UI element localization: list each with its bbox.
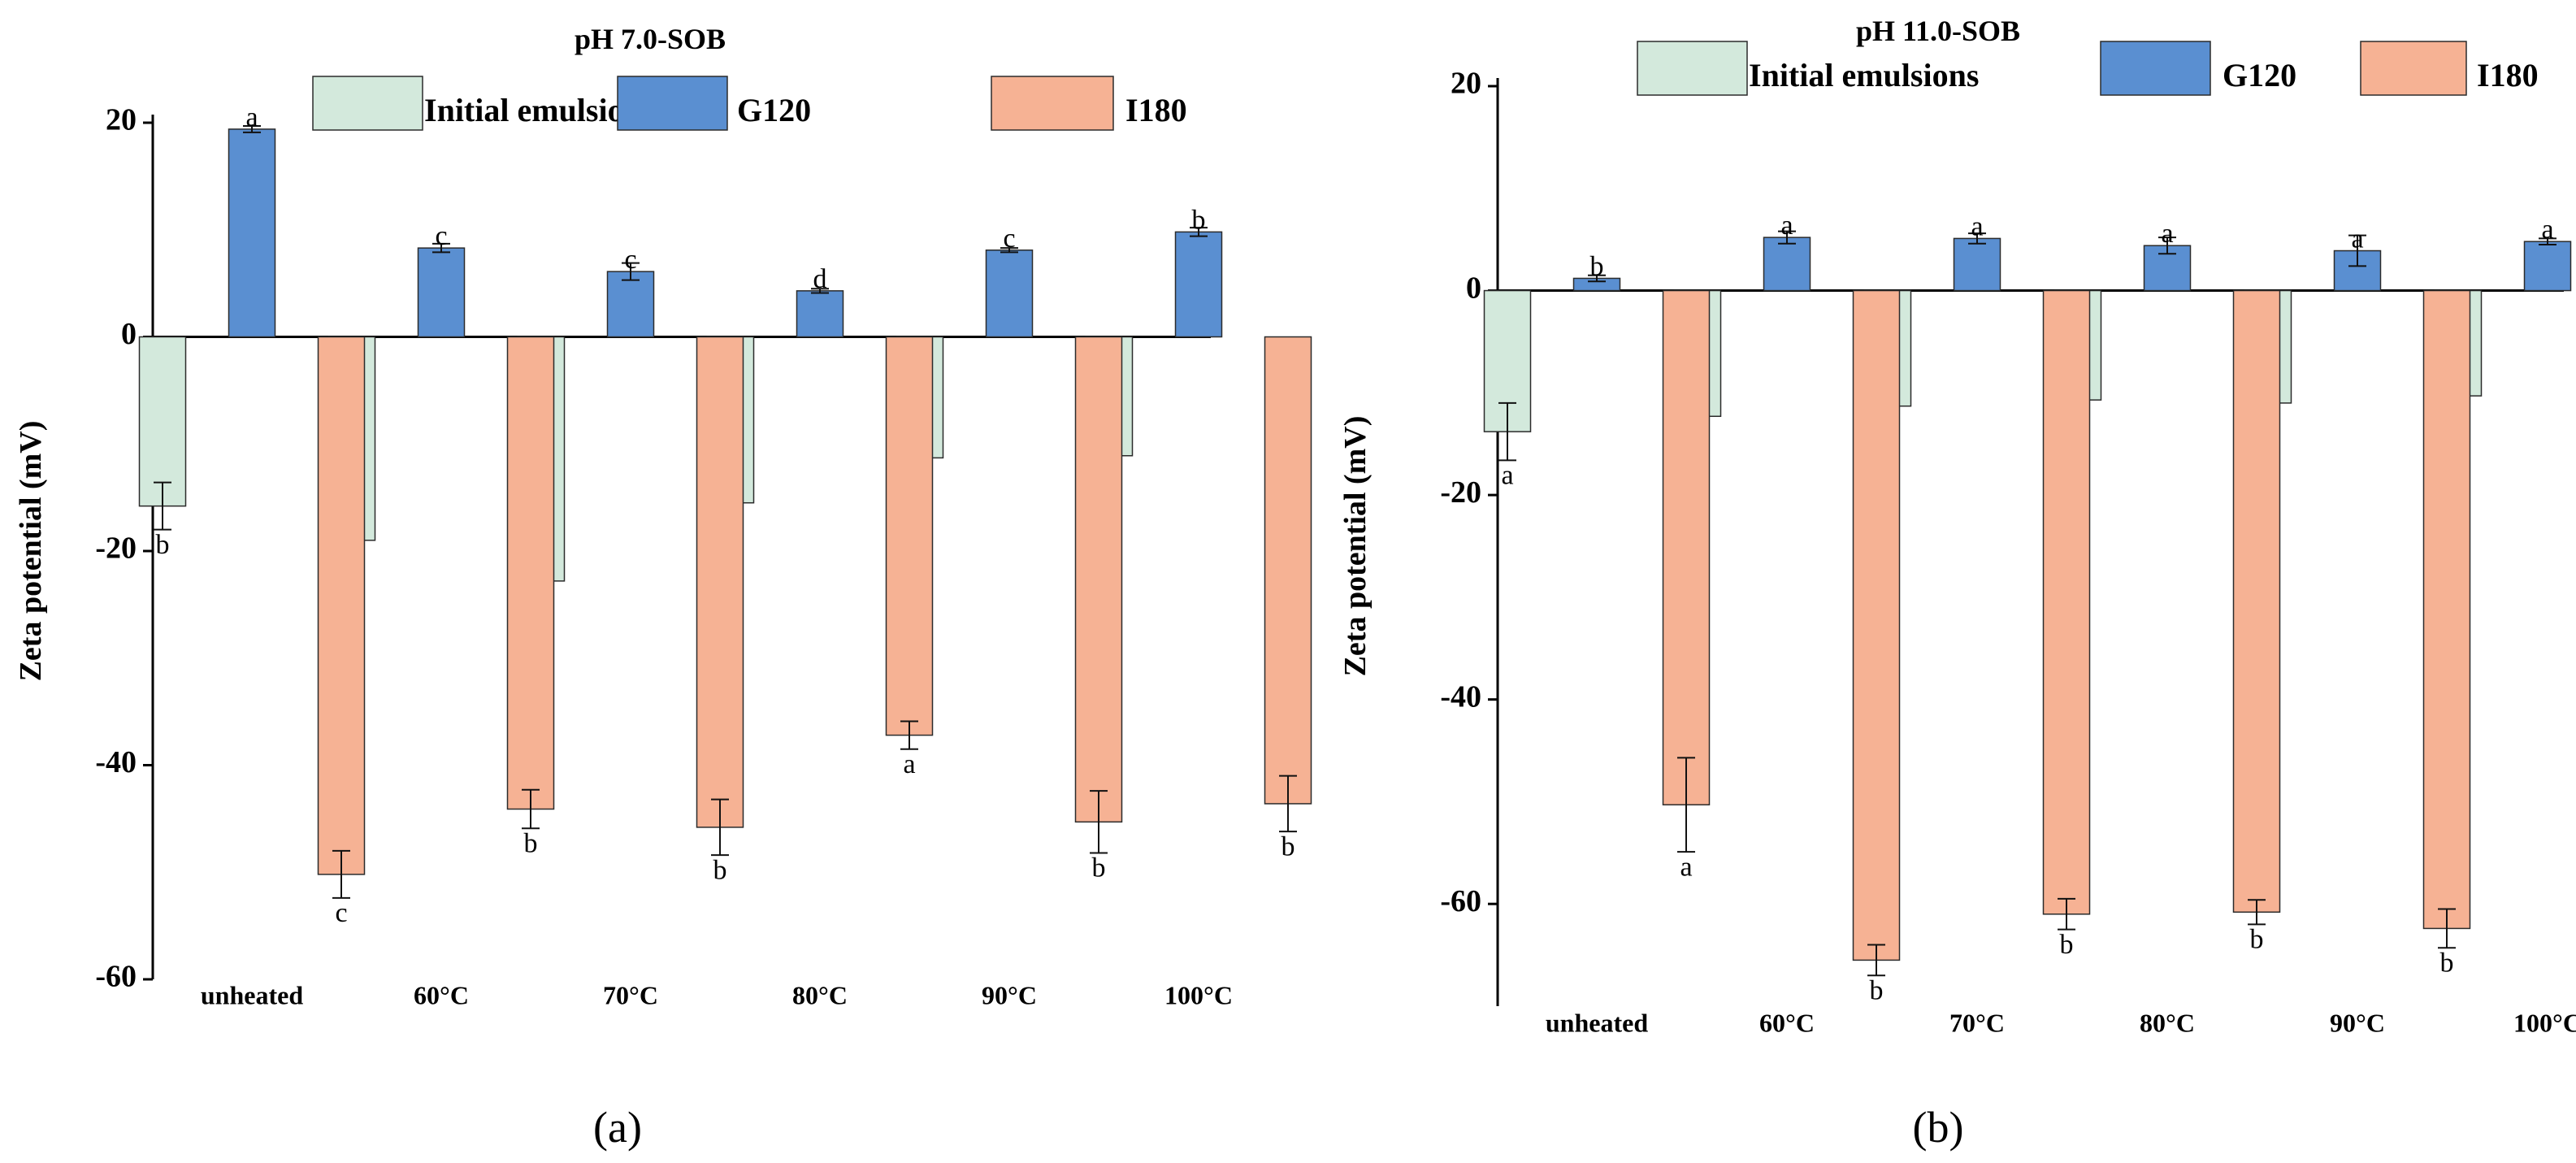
significance-letter: a (1971, 211, 1983, 241)
y-tick-label: 20 (106, 103, 137, 137)
legend-label: Initial emulsions (1749, 57, 1979, 93)
chart-panel-a: pH 7.0-SOB Initial emulsions G120 I180 20 0 -2… (14, 23, 1312, 1152)
significance-letter: b (1192, 205, 1206, 235)
bar (317, 336, 366, 875)
x-category-label: unheated (201, 980, 303, 1009)
y-tick-label: -60 (95, 960, 137, 994)
x-category-label: 100°C (2513, 1008, 2576, 1037)
x-category-label: 80°C (792, 980, 848, 1009)
x-category-label: 60°C (414, 980, 469, 1009)
x-category-label: unheated (1546, 1008, 1648, 1037)
bar (1763, 237, 1811, 292)
y-tick-label: -40 (95, 745, 137, 779)
chart-title: pH 7.0-SOB (575, 23, 726, 55)
legend-swatch (617, 76, 728, 131)
legend-swatch (312, 76, 423, 131)
x-category-label: 70°C (603, 980, 658, 1009)
significance-letter: c (1003, 223, 1015, 254)
significance-letter: b (2250, 925, 2264, 955)
legend-swatch (991, 76, 1114, 131)
panel-label: (a) (593, 1103, 642, 1152)
bar (885, 336, 934, 736)
bar (1264, 336, 1312, 805)
significance-letter: a (1501, 461, 1513, 491)
significance-letter: c (435, 221, 447, 251)
bar (138, 336, 187, 507)
bar (1074, 336, 1123, 823)
significance-letter: a (2351, 224, 2363, 254)
legend-label: Initial emulsions (424, 92, 654, 128)
bar (506, 336, 555, 810)
significance-letter: b (524, 828, 538, 858)
bar (796, 290, 844, 338)
legend-label: G120 (737, 92, 811, 128)
legend-label: I180 (1125, 92, 1187, 128)
significance-letter: a (903, 749, 915, 779)
significance-letter: b (156, 530, 170, 560)
significance-letter: b (1870, 975, 1884, 1005)
bar (1852, 289, 1901, 961)
legend-swatch (2360, 41, 2467, 96)
significance-letter: b (1590, 251, 1604, 281)
significance-letter: a (1780, 210, 1793, 241)
significance-letter: b (2060, 930, 2074, 960)
bar (1953, 237, 2001, 292)
x-category-label: 70°C (1949, 1008, 2005, 1037)
legend-label: G120 (2223, 57, 2296, 93)
significance-letter: c (624, 245, 636, 275)
y-tick-label: -20 (1440, 475, 1481, 510)
significance-letter: a (2161, 219, 2173, 249)
significance-letter: a (2541, 215, 2553, 245)
x-category-label: 60°C (1759, 1008, 1815, 1037)
y-tick-label: -40 (1440, 679, 1481, 714)
bar (2523, 241, 2572, 292)
bar (1662, 289, 1711, 805)
significance-letter: c (335, 898, 347, 928)
significance-letter: b (1092, 853, 1106, 883)
y-tick-label: 0 (121, 317, 137, 351)
significance-letter: b (713, 855, 727, 885)
x-category-label: 80°C (2140, 1008, 2195, 1037)
legend-label: I180 (2477, 57, 2539, 93)
significance-letter: a (1680, 852, 1692, 882)
y-tick-label: -60 (1440, 884, 1481, 918)
chart-panel-b: pH 11.0-SOB Initial emulsions G120 I180 20 0 -… (1338, 15, 2576, 1152)
y-tick-label: 20 (1451, 67, 1481, 101)
x-category-label: 90°C (982, 980, 1037, 1009)
bar (606, 271, 655, 338)
significance-letter: d (813, 264, 827, 294)
y-axis-label: Zeta potential (mV) (1338, 416, 1373, 677)
bar (1174, 231, 1223, 338)
bar (2422, 289, 2471, 930)
significance-letter: a (245, 102, 258, 132)
legend-swatch (1637, 41, 1748, 96)
x-category-label: 100°C (1164, 980, 1233, 1009)
panel-label: (b) (1913, 1103, 1964, 1152)
y-tick-label: 0 (1466, 271, 1481, 305)
x-category-label: 90°C (2330, 1008, 2385, 1037)
bar (2042, 289, 2091, 915)
y-axis-label: Zeta potential (mV) (14, 421, 48, 682)
legend-swatch (2100, 41, 2211, 96)
significance-letter: b (1281, 831, 1295, 861)
significance-letter: b (2440, 948, 2454, 979)
bar (228, 128, 276, 338)
y-tick-label: -20 (95, 532, 137, 566)
bar (2232, 289, 2281, 913)
chart-title: pH 11.0-SOB (1856, 15, 2020, 47)
bar (696, 336, 744, 828)
bar (417, 247, 466, 338)
bar (985, 250, 1034, 338)
